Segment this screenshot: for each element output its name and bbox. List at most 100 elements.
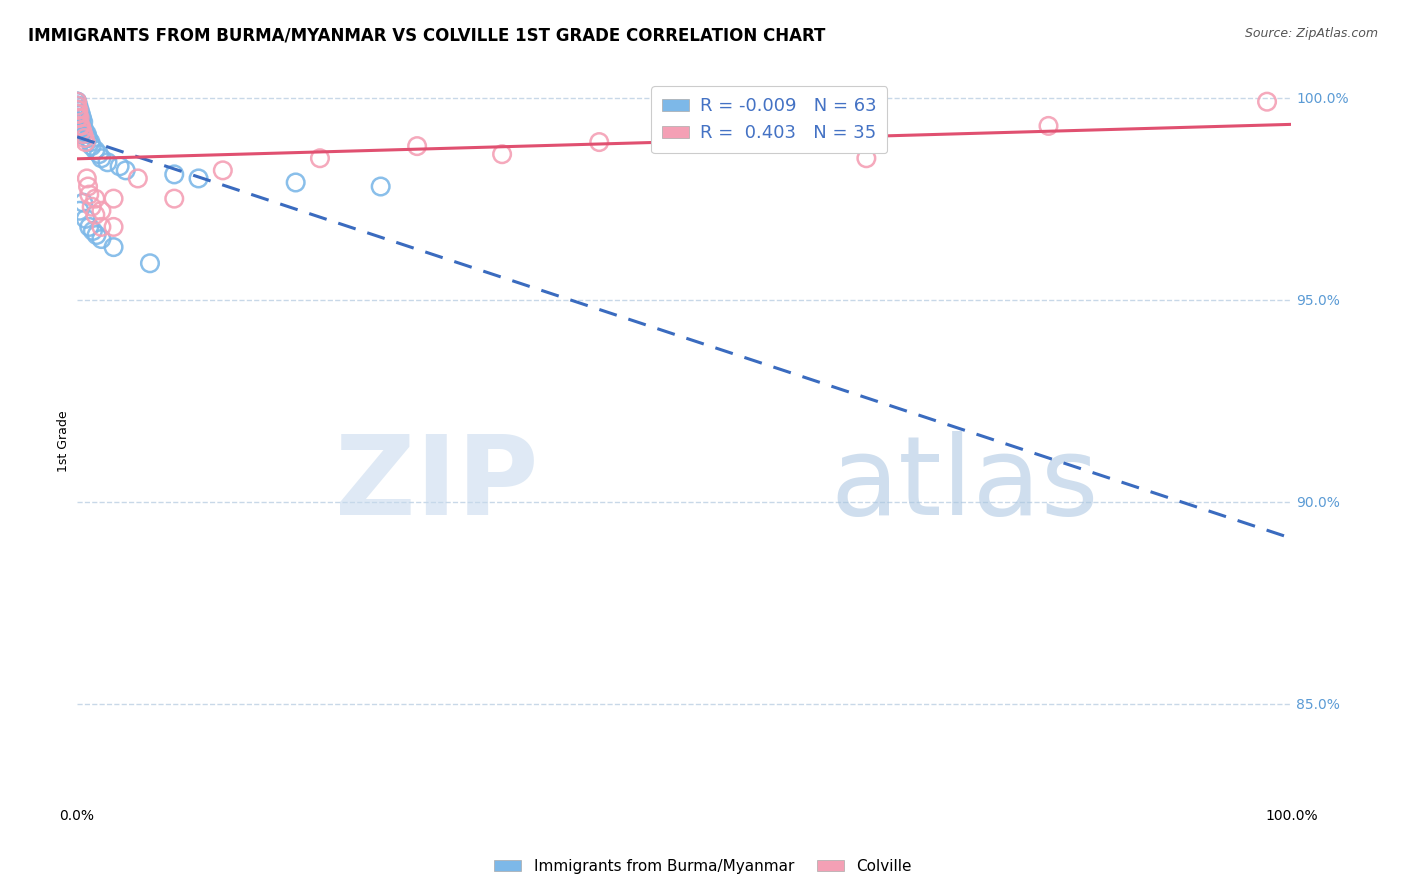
Point — [87, 147, 110, 161]
Point — [67, 115, 90, 129]
Point — [70, 119, 93, 133]
Point — [96, 155, 118, 169]
Point — [76, 127, 98, 141]
Point — [69, 203, 91, 218]
Point — [66, 99, 89, 113]
Legend: R = -0.009   N = 63, R =  0.403   N = 35: R = -0.009 N = 63, R = 0.403 N = 35 — [651, 87, 887, 153]
Point — [139, 256, 162, 270]
Point — [69, 119, 91, 133]
Point — [75, 211, 97, 226]
Point — [69, 111, 91, 125]
Point — [86, 227, 108, 242]
Point — [66, 107, 89, 121]
Point — [284, 176, 307, 190]
Point — [69, 119, 91, 133]
Point — [73, 123, 96, 137]
Point — [69, 111, 91, 125]
Point — [72, 195, 94, 210]
Point — [73, 131, 96, 145]
Point — [77, 131, 100, 145]
Point — [1256, 95, 1278, 109]
Point — [67, 119, 90, 133]
Point — [66, 115, 89, 129]
Point — [67, 123, 90, 137]
Point — [67, 111, 90, 125]
Point — [66, 107, 89, 121]
Point — [309, 151, 332, 165]
Point — [66, 103, 89, 117]
Point — [66, 95, 89, 109]
Point — [103, 240, 125, 254]
Point — [76, 171, 98, 186]
Point — [70, 111, 93, 125]
Point — [103, 219, 125, 234]
Point — [1038, 119, 1060, 133]
Point — [66, 107, 89, 121]
Point — [67, 103, 90, 117]
Point — [66, 119, 89, 133]
Point — [70, 123, 93, 137]
Point — [84, 192, 107, 206]
Point — [66, 99, 89, 113]
Point — [114, 163, 136, 178]
Point — [84, 208, 107, 222]
Point — [82, 224, 104, 238]
Point — [103, 192, 125, 206]
Point — [69, 119, 91, 133]
Point — [67, 127, 90, 141]
Point — [66, 123, 89, 137]
Point — [69, 111, 91, 125]
Point — [90, 232, 112, 246]
Point — [77, 179, 100, 194]
Point — [69, 115, 91, 129]
Point — [66, 99, 89, 113]
Point — [72, 115, 94, 129]
Point — [66, 103, 89, 117]
Point — [80, 200, 103, 214]
Point — [67, 107, 90, 121]
Point — [72, 127, 94, 141]
Point — [66, 95, 89, 109]
Point — [66, 95, 89, 109]
Point — [90, 219, 112, 234]
Point — [69, 107, 91, 121]
Point — [855, 151, 877, 165]
Point — [67, 107, 90, 121]
Point — [163, 192, 186, 206]
Text: ZIP: ZIP — [335, 431, 538, 538]
Point — [406, 139, 429, 153]
Point — [127, 171, 149, 186]
Point — [491, 147, 513, 161]
Point — [79, 135, 101, 149]
Point — [66, 115, 89, 129]
Point — [66, 103, 89, 117]
Point — [75, 135, 97, 149]
Legend: Immigrants from Burma/Myanmar, Colville: Immigrants from Burma/Myanmar, Colville — [488, 853, 918, 880]
Point — [77, 187, 100, 202]
Point — [69, 103, 91, 117]
Point — [66, 111, 89, 125]
Point — [84, 143, 107, 157]
Point — [90, 151, 112, 165]
Point — [588, 135, 610, 149]
Point — [67, 111, 90, 125]
Point — [67, 103, 90, 117]
Point — [66, 111, 89, 125]
Point — [80, 139, 103, 153]
Point — [66, 127, 89, 141]
Point — [734, 127, 756, 141]
Point — [66, 119, 89, 133]
Point — [90, 203, 112, 218]
Point — [66, 103, 89, 117]
Y-axis label: 1st Grade: 1st Grade — [58, 410, 70, 472]
Point — [66, 95, 89, 109]
Point — [211, 163, 233, 178]
Point — [77, 219, 100, 234]
Point — [370, 179, 392, 194]
Point — [66, 107, 89, 121]
Text: atlas: atlas — [830, 431, 1098, 538]
Point — [67, 99, 90, 113]
Text: IMMIGRANTS FROM BURMA/MYANMAR VS COLVILLE 1ST GRADE CORRELATION CHART: IMMIGRANTS FROM BURMA/MYANMAR VS COLVILL… — [28, 27, 825, 45]
Point — [66, 111, 89, 125]
Point — [69, 107, 91, 121]
